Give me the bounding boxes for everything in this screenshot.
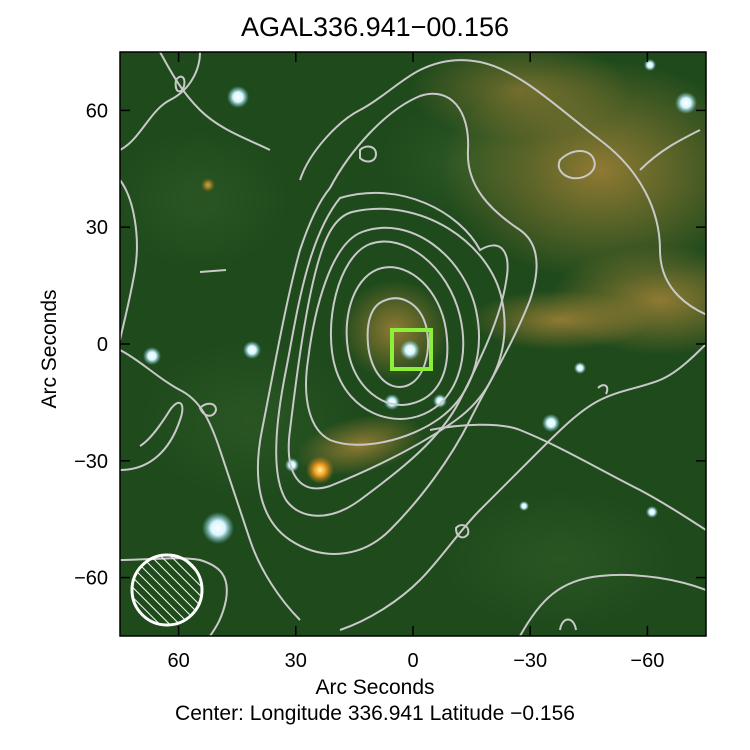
star bbox=[384, 394, 400, 410]
contour-outer bbox=[120, 59, 706, 631]
x-axis-ticks: 60 30 0 −30 −60 bbox=[167, 52, 664, 672]
y-tick-label: 30 bbox=[86, 217, 108, 239]
contour-outer bbox=[120, 401, 184, 471]
contour-level-6 bbox=[275, 191, 509, 517]
x-axis-label: Arc Seconds bbox=[315, 676, 435, 699]
x-tick-label: 60 bbox=[167, 650, 189, 672]
beam-hatch bbox=[132, 555, 202, 625]
y-tick-label: −60 bbox=[74, 568, 108, 590]
star bbox=[243, 341, 261, 359]
y-axis-ticks: 60 30 0 −30 −60 bbox=[74, 100, 706, 590]
contour-level-3 bbox=[329, 240, 465, 420]
contour-outer bbox=[120, 52, 271, 151]
star bbox=[519, 501, 529, 511]
star bbox=[574, 362, 586, 374]
star bbox=[646, 506, 658, 518]
orange-source bbox=[201, 178, 215, 192]
contour-level-4 bbox=[305, 226, 480, 446]
x-tick-label: −30 bbox=[513, 650, 547, 672]
contour-outer bbox=[120, 179, 138, 341]
orange-source bbox=[306, 456, 334, 484]
source-marker-box bbox=[390, 328, 433, 371]
beam-outline bbox=[130, 553, 204, 627]
star bbox=[285, 458, 299, 472]
contour-outer bbox=[429, 423, 706, 531]
x-tick-label: −60 bbox=[630, 650, 664, 672]
texture-patch bbox=[440, 490, 680, 630]
contour-outer bbox=[519, 573, 706, 636]
contour-fragment bbox=[597, 384, 609, 395]
contour-outer bbox=[639, 129, 701, 171]
y-axis-label: Arc Seconds bbox=[38, 289, 61, 409]
x-tick-label: 0 bbox=[407, 650, 418, 672]
contour-set bbox=[120, 52, 706, 636]
contour-level-7 bbox=[256, 92, 538, 555]
image-field bbox=[120, 52, 706, 636]
beam-indicator bbox=[130, 553, 204, 627]
contour-island bbox=[557, 150, 596, 180]
diffuse-emission bbox=[410, 52, 630, 140]
star bbox=[143, 347, 161, 365]
contour-level-1 bbox=[366, 297, 429, 388]
figure-title: AGAL336.941−00.156 bbox=[241, 12, 509, 42]
contour-island bbox=[454, 524, 470, 539]
star bbox=[644, 59, 656, 71]
center-coordinates: Center: Longitude 336.941 Latitude −0.15… bbox=[175, 702, 575, 725]
y-tick-label: 60 bbox=[86, 100, 108, 122]
contour-island bbox=[174, 75, 186, 93]
star bbox=[675, 92, 697, 114]
star bbox=[542, 414, 560, 432]
y-tick-label: −30 bbox=[74, 451, 108, 473]
contour-level-2 bbox=[345, 266, 449, 406]
star bbox=[202, 512, 234, 544]
contour-fragment bbox=[559, 618, 577, 631]
star bbox=[227, 86, 249, 108]
star bbox=[400, 340, 420, 360]
contour-fragment bbox=[199, 269, 227, 273]
texture-patch bbox=[120, 130, 290, 270]
star bbox=[433, 394, 447, 408]
x-tick-label: 30 bbox=[285, 650, 307, 672]
contour-level-5 bbox=[287, 207, 506, 490]
contour-island bbox=[359, 145, 378, 163]
y-tick-label: 0 bbox=[97, 334, 108, 356]
contour-island bbox=[198, 402, 218, 417]
